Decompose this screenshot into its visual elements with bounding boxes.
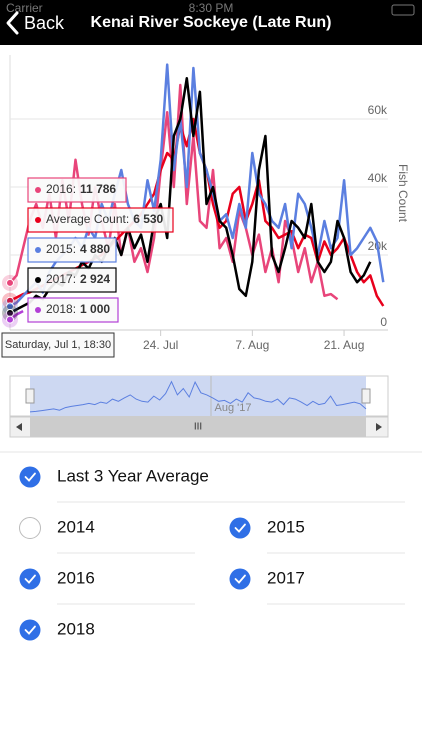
tooltip-series-name: 2017 bbox=[46, 272, 73, 286]
check-mark bbox=[24, 472, 36, 482]
tooltip-separator: : bbox=[73, 302, 76, 316]
navigator-label: Aug '17 bbox=[215, 402, 252, 414]
scroll-right-arrow[interactable] bbox=[376, 423, 382, 431]
navigator-handle-left[interactable] bbox=[25, 388, 35, 404]
hover-point bbox=[6, 315, 14, 324]
tooltip-dot bbox=[35, 187, 41, 193]
tooltip-dot bbox=[35, 307, 41, 313]
tooltip-dot bbox=[35, 217, 41, 223]
navigator-handle-right[interactable] bbox=[361, 388, 371, 404]
nav-bar bbox=[0, 0, 422, 45]
tooltip-separator: : bbox=[126, 212, 129, 226]
scrollbar-grip: III bbox=[194, 422, 202, 433]
tooltip-text: 2016: 11 786 bbox=[46, 182, 116, 196]
tooltip-separator: : bbox=[73, 242, 76, 256]
tooltip-series-name: 2016 bbox=[46, 182, 73, 196]
tooltip-box bbox=[27, 297, 119, 323]
scrollbar-thumb[interactable] bbox=[30, 417, 366, 437]
tooltip-series-name: Average Count bbox=[46, 212, 127, 226]
tooltip-value: 1 000 bbox=[80, 302, 110, 316]
x-tick-label: 21. Aug bbox=[324, 338, 365, 352]
y-tick-label: 0 bbox=[380, 315, 387, 329]
tooltip-date-box bbox=[1, 332, 115, 358]
tooltip-value: 4 880 bbox=[80, 242, 110, 256]
check-mark bbox=[234, 523, 246, 533]
tooltip-dot bbox=[35, 247, 41, 253]
navigator-line bbox=[29, 380, 367, 413]
x-tick-label: 7. Aug bbox=[235, 338, 269, 352]
option-label[interactable]: 2014 bbox=[57, 517, 95, 536]
checkbox-checked[interactable] bbox=[19, 568, 41, 590]
tooltip-box bbox=[27, 177, 127, 203]
tooltip-dot bbox=[35, 277, 41, 283]
tooltip-box bbox=[27, 267, 117, 293]
tooltip-separator: : bbox=[73, 272, 76, 286]
scroll-left-arrow[interactable] bbox=[16, 423, 22, 431]
y-axis-title: Fish Count bbox=[396, 164, 410, 223]
tooltip-text: 2018: 1 000 bbox=[46, 302, 110, 316]
tooltip-value: 11 786 bbox=[80, 182, 116, 196]
screen-title: Kenai River Sockeye (Late Run) bbox=[91, 14, 332, 31]
option-label[interactable]: 2018 bbox=[57, 619, 95, 638]
tooltip-text: 2015: 4 880 bbox=[46, 242, 110, 256]
navigator-selection[interactable] bbox=[30, 376, 366, 416]
tooltip-separator: : bbox=[73, 182, 76, 196]
checkbox-checked[interactable] bbox=[229, 568, 251, 590]
carrier: Carrier bbox=[6, 1, 43, 15]
tooltip-box bbox=[27, 207, 174, 233]
y-tick-label: 40k bbox=[368, 171, 388, 185]
tooltip-series-name: 2018 bbox=[46, 302, 73, 316]
y-tick-label: 60k bbox=[368, 103, 388, 117]
checkbox-checked[interactable] bbox=[19, 619, 41, 641]
back-button[interactable]: Back bbox=[24, 13, 65, 33]
option-label[interactable]: Last 3 Year Average bbox=[57, 466, 209, 485]
option-label[interactable]: 2016 bbox=[57, 568, 95, 587]
option-label[interactable]: 2017 bbox=[267, 568, 305, 587]
checkbox-unchecked[interactable] bbox=[19, 517, 41, 539]
tooltip-box bbox=[27, 237, 117, 263]
tooltip-text: 2017: 2 924 bbox=[46, 272, 110, 286]
check-mark bbox=[234, 574, 246, 584]
tooltip-series-name: 2015 bbox=[46, 242, 73, 256]
battery bbox=[391, 4, 415, 16]
back-chevron[interactable] bbox=[6, 11, 19, 35]
clock: 8:30 PM bbox=[189, 1, 234, 15]
tooltip-date: Saturday, Jul 1, 18:30 bbox=[5, 339, 111, 351]
hover-point bbox=[6, 278, 14, 287]
tooltip-value: 2 924 bbox=[80, 272, 110, 286]
option-label[interactable]: 2015 bbox=[267, 517, 305, 536]
tooltip-value: 6 530 bbox=[133, 212, 163, 226]
x-tick-label: 24. Jul bbox=[143, 338, 178, 352]
checkbox-checked[interactable] bbox=[229, 517, 251, 539]
tooltip-text: Average Count: 6 530 bbox=[46, 212, 164, 226]
check-mark bbox=[24, 574, 36, 584]
checkbox-checked[interactable] bbox=[19, 466, 41, 488]
check-mark bbox=[24, 625, 36, 635]
